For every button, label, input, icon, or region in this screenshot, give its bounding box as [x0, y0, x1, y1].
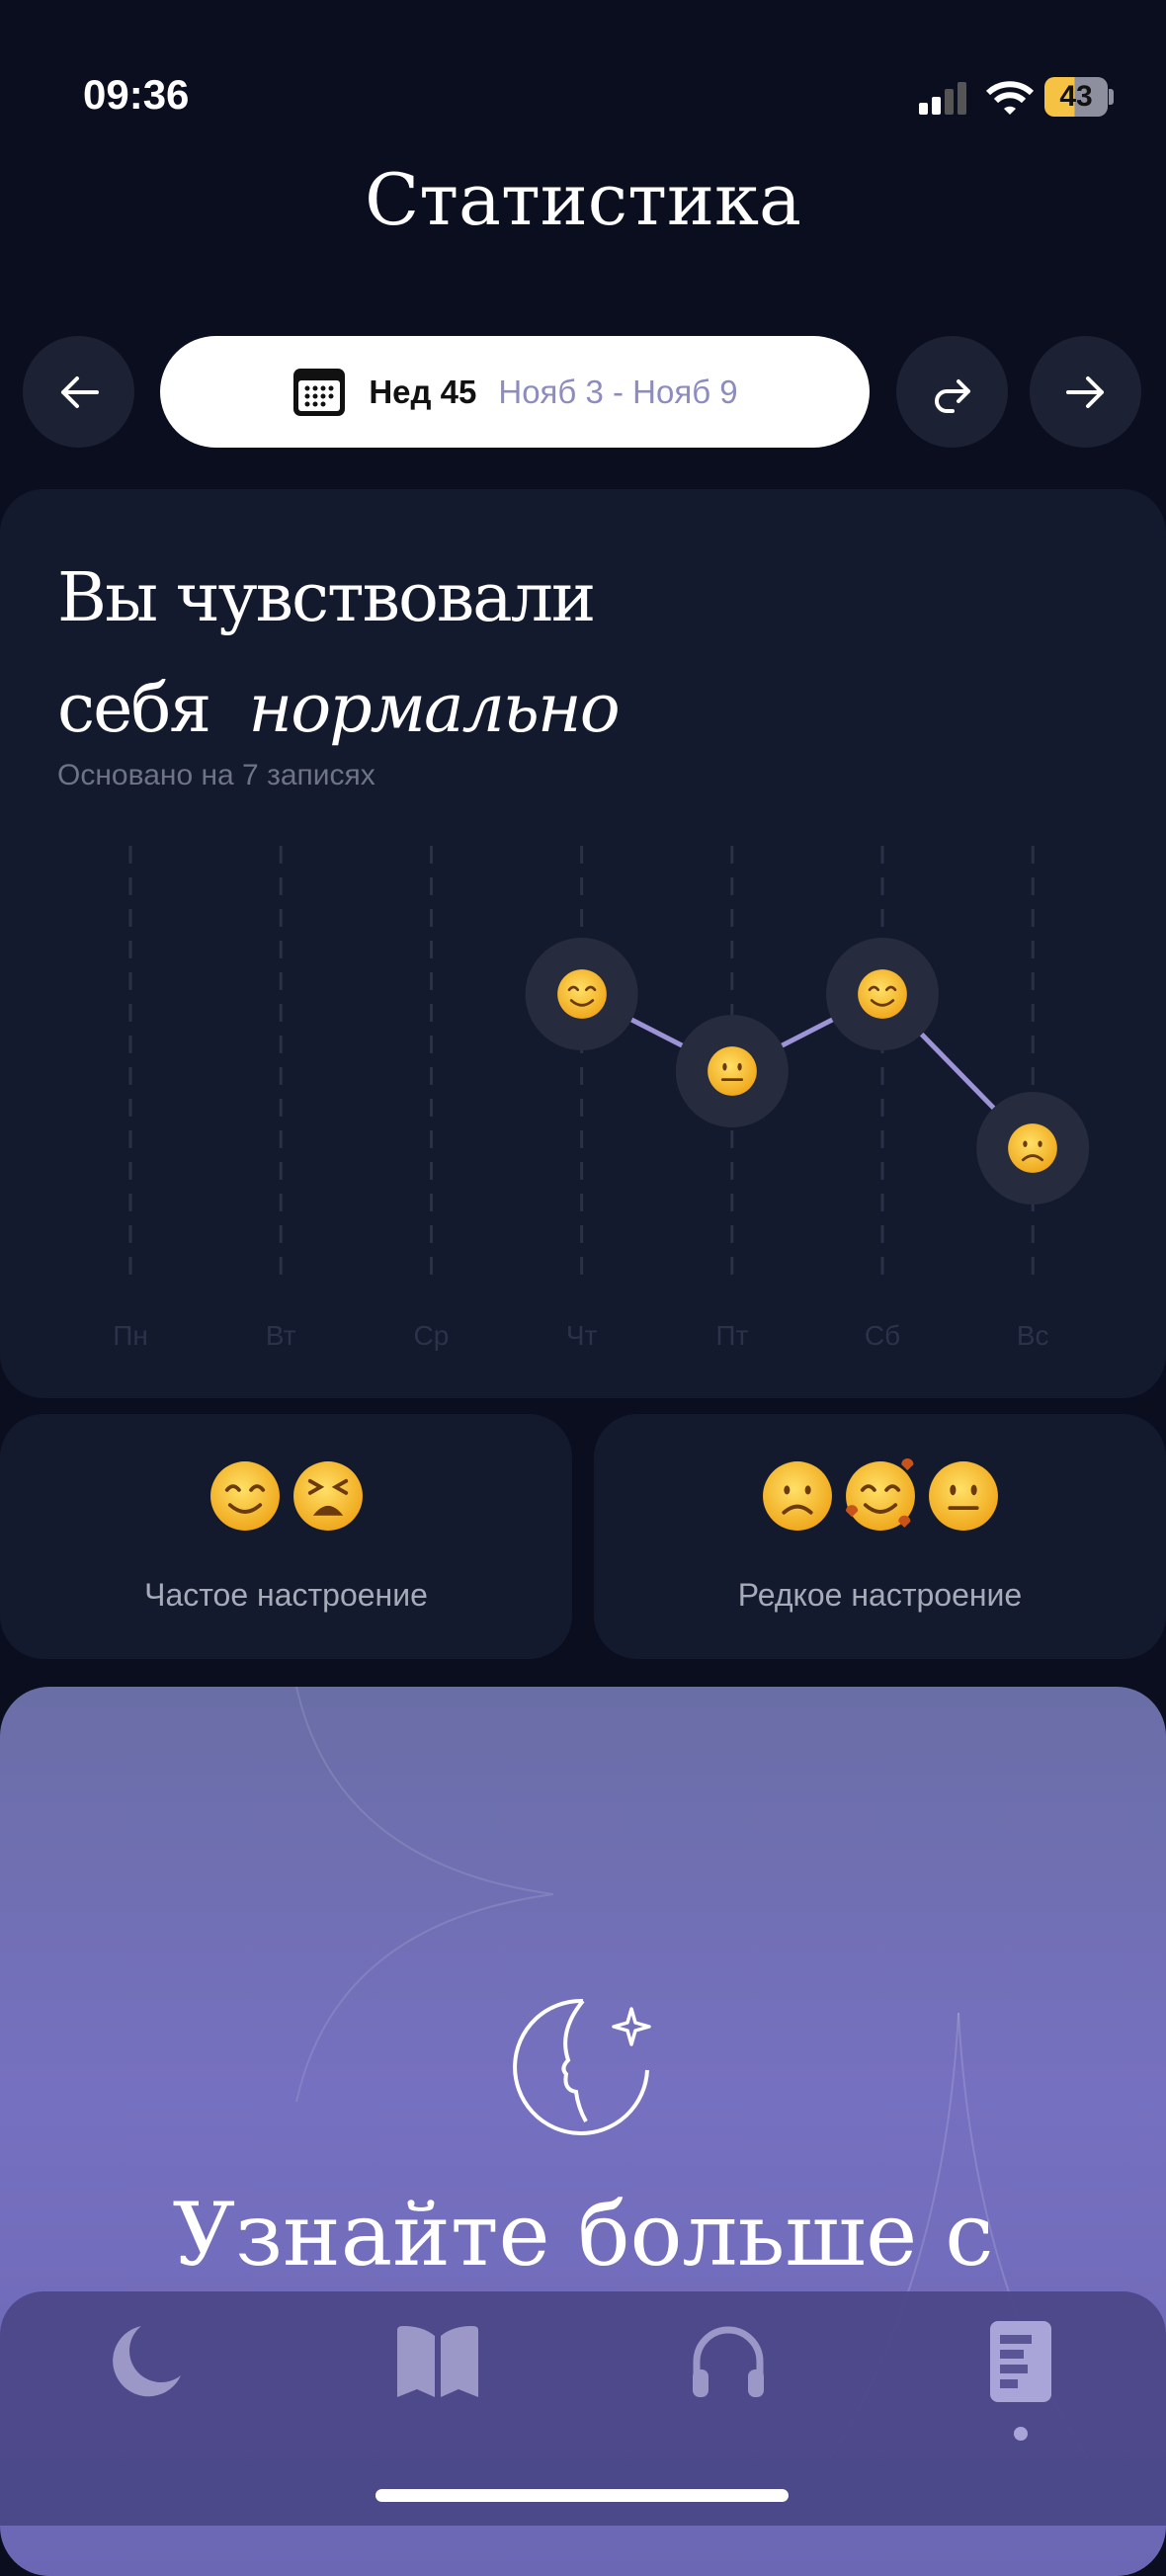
entries-count: Основано на 7 записях — [57, 759, 375, 791]
current-week-button[interactable] — [896, 336, 1008, 448]
day-label: Пн — [113, 1320, 148, 1351]
mood-point-Пт[interactable] — [706, 1044, 759, 1098]
mood-point-Вс[interactable] — [1006, 1122, 1059, 1175]
previous-week-button[interactable] — [23, 336, 134, 448]
promo-text: Узнайте больше с — [172, 2184, 994, 2285]
mood-point-Сб[interactable] — [856, 967, 909, 1021]
summary-mood-word: нормально — [248, 670, 620, 748]
mood-point-bg-Сб — [826, 938, 939, 1050]
tired-emoji-icon — [291, 1458, 366, 1538]
smiling-emoji-icon — [208, 1458, 283, 1538]
active-tab-indicator — [1014, 2427, 1028, 2441]
tab-journal[interactable] — [976, 2317, 1065, 2406]
mood-point-Чт[interactable] — [555, 967, 609, 1021]
tab-sleep[interactable] — [101, 2317, 190, 2406]
signal-wifi-icons — [919, 81, 1035, 115]
day-label: Пт — [715, 1320, 749, 1351]
frowning-emoji-icon — [760, 1458, 835, 1538]
summary-line2: себя нормально — [57, 654, 621, 765]
day-label: Вт — [265, 1320, 296, 1351]
status-time: 09:36 — [83, 71, 190, 118]
home-indicator — [375, 2489, 789, 2502]
page-title: Статистика — [365, 158, 801, 241]
frequent-mood-emojis — [0, 1458, 572, 1538]
smiling-hearts-emoji-icon — [843, 1458, 918, 1538]
calendar-icon — [293, 368, 346, 416]
headphones-icon — [693, 2326, 764, 2397]
arrow-right-icon — [1065, 375, 1104, 408]
battery-level: 43 — [1059, 80, 1093, 113]
tab-library[interactable] — [393, 2317, 482, 2406]
frequent-mood-label: Частое настроение — [144, 1577, 428, 1613]
rare-mood-emojis — [594, 1458, 1166, 1538]
summary-line1: Вы чувствовали — [57, 559, 596, 637]
neutral-emoji-icon — [926, 1458, 1001, 1538]
tab-bar — [0, 2291, 1166, 2526]
day-label: Чт — [565, 1320, 598, 1351]
day-label: Сб — [864, 1320, 901, 1351]
tab-audio[interactable] — [684, 2317, 773, 2406]
mood-chart — [128, 846, 1090, 1288]
day-label: Вс — [1016, 1320, 1049, 1351]
rare-mood-card[interactable]: Редкое настроение — [594, 1414, 1166, 1659]
summary-heading: Вы чувствовали себя нормально — [57, 543, 621, 765]
week-number: Нед 45 — [369, 373, 477, 410]
week-selector[interactable]: Нед 45 Нояб 3 - Нояб 9 — [160, 336, 870, 448]
moon-icon — [113, 2326, 181, 2397]
summary-prefix: себя — [57, 670, 211, 748]
mood-point-bg-Вс — [976, 1092, 1090, 1205]
day-label: Ср — [413, 1320, 450, 1351]
next-week-button[interactable] — [1030, 336, 1141, 448]
mood-point-bg-Чт — [525, 938, 638, 1050]
journal-icon — [990, 2321, 1051, 2402]
rare-mood-label: Редкое настроение — [737, 1577, 1023, 1613]
frequent-mood-card[interactable]: Частое настроение — [0, 1414, 572, 1659]
arrow-left-icon — [60, 375, 99, 408]
battery-cap — [1109, 89, 1114, 105]
mood-point-bg-Пт — [675, 1015, 789, 1127]
battery-indicator: 43 — [1044, 77, 1108, 117]
week-date-range: Нояб 3 - Нояб 9 — [498, 373, 738, 410]
book-icon — [397, 2326, 478, 2397]
moon-face-star-icon — [513, 1998, 651, 2135]
redo-arrow-icon — [934, 378, 970, 413]
